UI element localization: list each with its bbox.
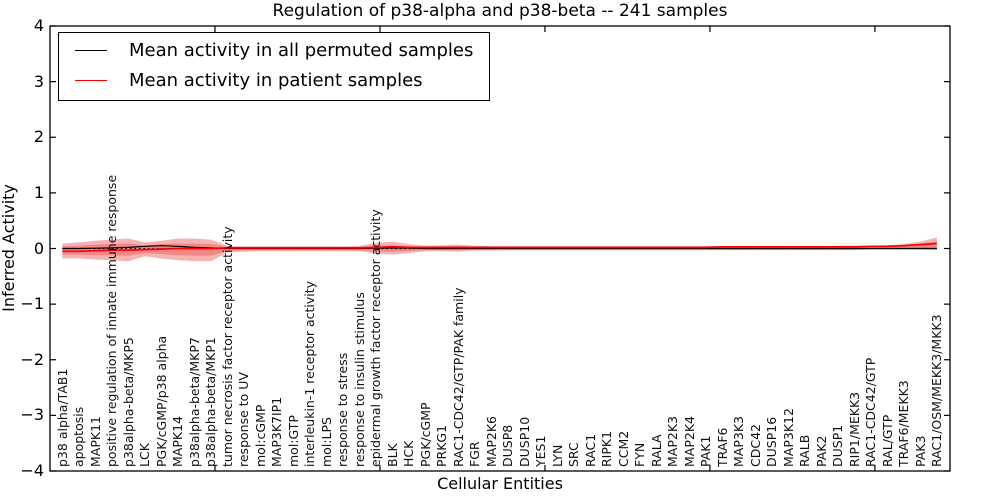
x-tick-label: MAP3K12 [780, 408, 796, 467]
x-tick-label: response to stress [335, 352, 351, 467]
x-tick-label: p38 alpha/TAB1 [54, 368, 70, 467]
x-tick-label: PAK1 [698, 435, 714, 467]
patient-line-swatch [75, 80, 107, 81]
x-tick-label: p38alpha-beta/MKP5 [120, 337, 136, 467]
x-tick-label: MAP3K3 [731, 416, 747, 467]
permuted-line-swatch [75, 50, 107, 51]
x-tick-label: LYN [549, 444, 565, 467]
x-tick-label: TRAF6 [714, 427, 730, 467]
x-tick-label: FGR [467, 441, 483, 467]
x-tick-label: RAC1-CDC42/GTP [863, 357, 879, 467]
y-tick-label: −2 [20, 349, 44, 369]
x-tick-label: LCK [137, 443, 153, 467]
legend: Mean activity in all permuted samples Me… [58, 32, 491, 101]
confidence-band-outer [62, 237, 937, 262]
x-tick-label: epidermal growth factor receptor activit… [368, 209, 384, 467]
x-tick-label: YES1 [533, 435, 549, 467]
y-tick-label: 3 [33, 71, 44, 91]
x-tick-label: DUSP8 [500, 424, 516, 467]
y-tick-label: 4 [33, 16, 44, 35]
x-tick-label: RAC1/OSM/MEKK3/MKK3 [929, 314, 945, 467]
x-tick-label: FYN [632, 442, 648, 467]
x-tick-label: interleukin-1 receptor activity [302, 280, 318, 467]
x-tick-label: BLK [384, 443, 400, 467]
x-tick-label: DUSP1 [830, 424, 846, 467]
x-tick-label: positive regulation of innate immune res… [104, 174, 120, 467]
y-tick-label: −1 [20, 294, 44, 314]
x-tick-label: HCK [401, 440, 417, 467]
x-tick-label: p38alpha-beta/MKP7 [186, 337, 202, 467]
x-tick-label: MAP2K4 [681, 416, 697, 467]
y-tick-label: 2 [33, 127, 44, 147]
x-tick-label: MAPK14 [170, 416, 186, 467]
x-tick-label: CDC42 [747, 424, 763, 467]
patient-mean-line [62, 242, 937, 253]
x-tick-label: RALB [797, 434, 813, 467]
x-tick-label: RAC1 [582, 433, 598, 467]
x-tick-label: MAP2K3 [665, 416, 681, 467]
x-tick-label: MAP3K7IP1 [269, 396, 285, 467]
x-tick-label: response to UV [236, 372, 252, 467]
x-tick-label: tumor necrosis factor receptor activity [219, 226, 235, 467]
legend-label-permuted: Mean activity in all permuted samples [129, 40, 474, 61]
x-tick-label: apoptosis [71, 406, 87, 467]
x-tick-label: RAL/GTP [879, 414, 895, 467]
x-tick-label: SRC [566, 442, 582, 467]
y-tick-label: 0 [33, 238, 44, 258]
x-tick-label: RIPK1 [599, 430, 615, 467]
x-tick-label: response to insulin stimulus [351, 292, 367, 467]
x-tick-label: p38alpha-beta/MKP1 [203, 337, 219, 467]
x-tick-label: PAK2 [813, 435, 829, 467]
chart-title: Regulation of p38-alpha and p38-beta -- … [272, 1, 728, 21]
x-tick-label: DUSP10 [516, 416, 532, 467]
x-tick-label: CCM2 [615, 430, 631, 467]
x-tick-label: PGK/cGMP [417, 402, 433, 467]
y-tick-label: −4 [20, 461, 44, 480]
y-tick-label: −3 [20, 405, 44, 425]
x-tick-label: RALA [648, 434, 664, 467]
x-tick-label: mol:LPS [318, 417, 334, 467]
x-tick-label: DUSP16 [764, 416, 780, 467]
y-tick-label: 1 [33, 182, 44, 202]
x-tick-label: PAK3 [912, 435, 928, 467]
x-tick-label: TRAF6/MEKK3 [896, 380, 912, 467]
x-tick-label: MAPK11 [87, 416, 103, 467]
x-tick-label: PRKG1 [434, 424, 450, 467]
legend-item-permuted: Mean activity in all permuted samples [75, 38, 473, 63]
x-axis-label: Cellular Entities [437, 474, 563, 493]
x-tick-label: RIP1/MEKK3 [846, 391, 862, 467]
legend-label-patient: Mean activity in patient samples [129, 70, 423, 91]
legend-item-patient: Mean activity in patient samples [75, 68, 473, 93]
x-tick-label: MAP2K6 [483, 416, 499, 467]
x-tick-label: mol:GTP [285, 415, 301, 467]
x-tick-label: PGK/cGMP/p38 alpha [153, 335, 169, 467]
x-tick-label: RAC1-CDC42/GTP/PAK family [450, 287, 466, 467]
x-tick-label: mol:cGMP [252, 404, 268, 467]
